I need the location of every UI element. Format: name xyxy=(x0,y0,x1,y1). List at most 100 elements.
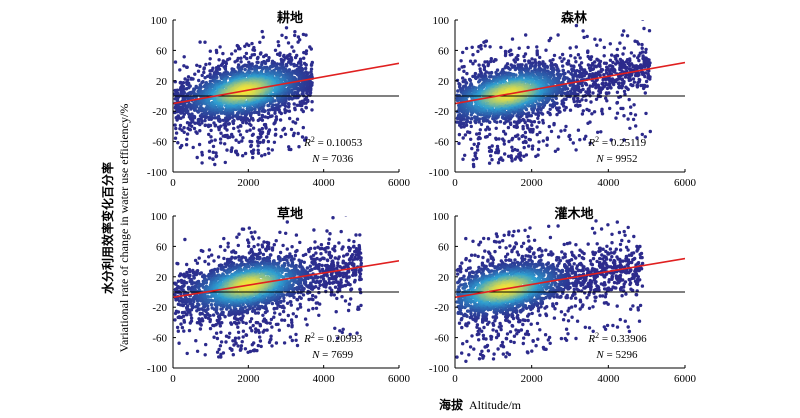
data-point xyxy=(599,70,603,74)
data-point xyxy=(600,112,605,116)
data-point xyxy=(221,118,225,123)
data-point xyxy=(214,151,218,155)
data-point xyxy=(492,59,496,63)
data-point xyxy=(284,35,288,40)
data-point xyxy=(256,60,260,65)
data-point xyxy=(468,59,473,63)
data-point xyxy=(457,141,461,146)
data-point xyxy=(622,89,627,94)
data-point xyxy=(178,123,183,128)
data-point xyxy=(262,54,266,59)
data-point xyxy=(569,64,573,68)
data-point xyxy=(576,96,580,101)
data-point xyxy=(600,107,604,112)
data-point xyxy=(527,61,531,65)
data-point xyxy=(207,149,212,153)
data-point xyxy=(545,143,549,147)
data-point xyxy=(641,20,645,21)
data-point xyxy=(263,152,267,157)
data-point xyxy=(210,75,215,80)
data-point xyxy=(456,89,460,93)
x-tick-label: 6000 xyxy=(388,177,411,189)
data-point xyxy=(515,125,519,129)
data-point xyxy=(579,61,584,65)
data-point xyxy=(208,49,212,53)
data-point xyxy=(192,114,196,119)
data-point xyxy=(564,124,568,129)
data-point xyxy=(499,45,503,50)
data-point xyxy=(197,78,201,83)
y-tick-label: 60 xyxy=(156,45,168,57)
data-point xyxy=(487,71,491,75)
data-point xyxy=(582,35,586,40)
r-squared-label: R2 = 0.10053 xyxy=(303,135,363,149)
data-point xyxy=(551,58,555,62)
data-point xyxy=(225,148,229,152)
data-point xyxy=(628,126,632,130)
data-point xyxy=(461,50,465,55)
data-point xyxy=(287,109,292,113)
data-point xyxy=(462,69,466,74)
data-point xyxy=(580,112,585,116)
data-point xyxy=(544,48,548,52)
data-point xyxy=(192,126,197,131)
data-point xyxy=(258,40,262,44)
data-point xyxy=(554,106,559,110)
data-point xyxy=(530,107,534,111)
data-point xyxy=(286,102,291,106)
data-point xyxy=(521,124,525,129)
data-point xyxy=(622,29,626,33)
data-point xyxy=(620,84,625,88)
data-point xyxy=(178,80,183,85)
data-point xyxy=(604,96,608,101)
y-tick-label: -20 xyxy=(152,106,167,118)
data-point xyxy=(228,135,232,139)
data-point xyxy=(502,129,506,134)
data-point xyxy=(637,58,641,63)
data-point xyxy=(631,117,636,122)
data-point xyxy=(208,72,212,77)
data-point xyxy=(266,108,271,113)
data-point xyxy=(503,152,507,156)
y-tick-label: 100 xyxy=(151,15,168,27)
data-point xyxy=(470,45,474,49)
data-point xyxy=(589,63,594,68)
data-point xyxy=(257,112,261,117)
data-point xyxy=(295,117,300,121)
data-point xyxy=(591,82,596,86)
data-point xyxy=(232,126,236,131)
data-point xyxy=(258,52,263,56)
data-point xyxy=(269,114,273,118)
data-point xyxy=(283,79,288,84)
data-point xyxy=(485,134,489,139)
data-point xyxy=(506,125,511,130)
data-point xyxy=(477,131,482,136)
data-point xyxy=(609,138,613,142)
regression-fit-line xyxy=(173,62,399,105)
data-point xyxy=(523,52,528,56)
data-point xyxy=(547,38,551,43)
data-point xyxy=(548,103,553,107)
data-point xyxy=(207,132,211,137)
data-point xyxy=(293,71,298,75)
data-point xyxy=(598,38,602,42)
data-point xyxy=(305,91,309,95)
data-point xyxy=(541,99,545,103)
data-point xyxy=(230,132,234,137)
data-point xyxy=(524,33,528,37)
data-point xyxy=(573,56,577,60)
data-point xyxy=(608,69,612,74)
data-point xyxy=(479,122,484,127)
data-point xyxy=(571,85,575,89)
data-point xyxy=(626,117,630,121)
data-point xyxy=(230,146,234,150)
y-tick-label: -100 xyxy=(147,167,168,179)
data-point xyxy=(293,30,297,34)
data-point xyxy=(556,33,560,37)
data-point xyxy=(304,33,308,37)
data-point xyxy=(200,80,204,85)
data-point xyxy=(208,156,212,160)
data-point xyxy=(527,111,531,115)
data-point xyxy=(200,153,204,157)
